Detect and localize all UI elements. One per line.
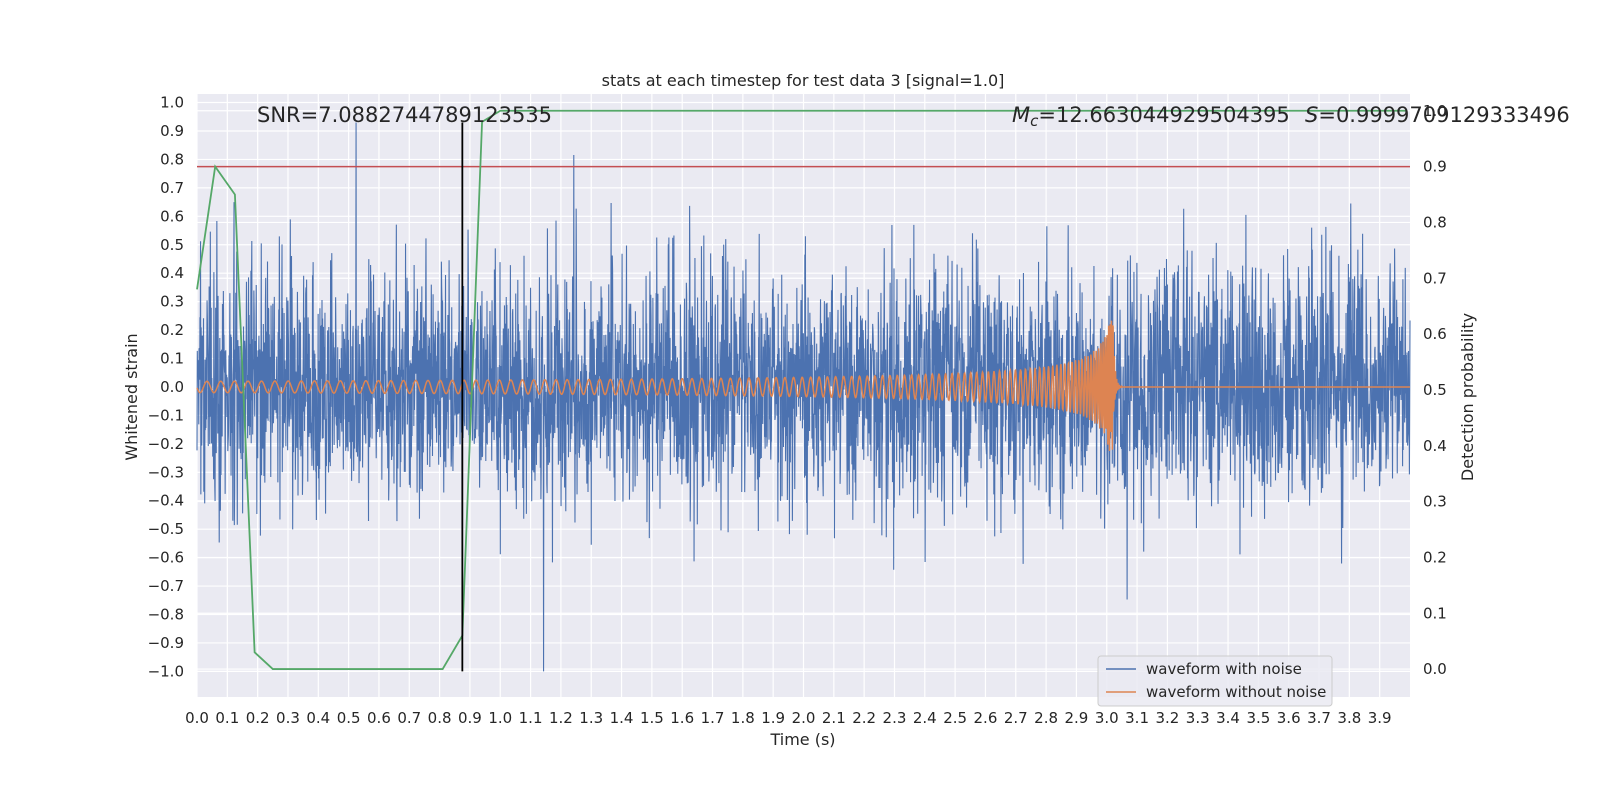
x-tick-label: 1.0	[488, 709, 512, 727]
y-tick-label: 0.1	[160, 350, 184, 368]
x-tick-label: 2.9	[1064, 709, 1088, 727]
y-tick-label: −0.5	[148, 520, 184, 538]
y2-tick-label: 1.0	[1423, 102, 1447, 120]
score-value: =0.9999709129333496	[1318, 103, 1569, 127]
legend-label-waveform-without-noise: waveform without noise	[1146, 683, 1326, 701]
series-waveform-without-noise	[196, 320, 1410, 451]
x-tick-label: 1.3	[579, 709, 603, 727]
legend-box	[1097, 655, 1333, 707]
x-tick-label: 1.9	[761, 709, 785, 727]
x-tick-label: 2.2	[852, 709, 876, 727]
x-tick-label: 3.2	[1155, 709, 1179, 727]
y2-tick-label: 0.6	[1423, 325, 1447, 343]
plot-area	[196, 109, 1411, 672]
y-tick-labels: 1.0 0.9 0.8 0.7 0.6 0.5 0.4 0.3 0.2 0.1 0.0 −0.1 −0.…	[148, 94, 184, 681]
x-tick-label: 3.0	[1095, 709, 1119, 727]
y-tick-label: −0.7	[148, 577, 184, 595]
y-tick-label: 0.8	[160, 150, 184, 168]
x-tick-label: 3.5	[1246, 709, 1270, 727]
y2-tick-labels: 1.0 0.9 0.8 0.7 0.6 0.5 0.4 0.3 0.2 0.1 0.0	[1423, 102, 1447, 678]
x-tick-label: 3.3	[1186, 709, 1210, 727]
x-tick-label: 1.5	[640, 709, 664, 727]
y2-tick-label: 0.8	[1423, 213, 1447, 231]
y-tick-label: 1.0	[160, 94, 184, 112]
x-tick-label: 2.3	[883, 709, 907, 727]
x-tick-label: 0.6	[367, 709, 391, 727]
series-detection-probability	[196, 109, 1407, 670]
x-axis-label: Time (s)	[769, 730, 835, 749]
x-tick-label: 0.2	[246, 709, 270, 727]
score-annotation: S=0.9999709129333496	[1305, 103, 1570, 127]
x-tick-label: 1.8	[731, 709, 755, 727]
y2-tick-label: 0.7	[1423, 269, 1447, 287]
x-tick-label: 0.4	[306, 709, 330, 727]
x-tick-label: 3.1	[1125, 709, 1149, 727]
y-tick-label: 0.2	[160, 321, 184, 339]
x-tick-label: 0.9	[458, 709, 482, 727]
x-tick-label: 0.7	[397, 709, 421, 727]
y-tick-label: −0.1	[148, 406, 184, 424]
x-tick-label: 2.0	[792, 709, 816, 727]
x-tick-label: 0.1	[215, 709, 239, 727]
y-tick-label: 0.6	[160, 207, 184, 225]
snr-annotation: SNR=7.0882744789123535	[257, 103, 552, 127]
x-tick-label: 3.6	[1277, 709, 1301, 727]
x-tick-label: 3.9	[1368, 709, 1392, 727]
x-tick-label: 2.7	[1004, 709, 1028, 727]
x-tick-label: 2.5	[943, 709, 967, 727]
y-tick-label: 0.4	[160, 264, 184, 282]
y2-tick-label: 0.9	[1423, 158, 1447, 176]
y2-tick-label: 0.0	[1423, 660, 1447, 678]
x-tick-label: 1.7	[701, 709, 725, 727]
y-tick-label: 0.3	[160, 293, 184, 311]
x-tick-label: 0.3	[276, 709, 300, 727]
x-tick-label: 2.8	[1034, 709, 1058, 727]
x-tick-label: 2.4	[913, 709, 937, 727]
y2-tick-label: 0.5	[1423, 381, 1447, 399]
y2-tick-label: 0.4	[1423, 437, 1447, 455]
y-tick-label: 0.7	[160, 179, 184, 197]
chirp-mass-value: =12.663044929504395	[1038, 103, 1289, 127]
y2-axis-label: Detection probability	[1458, 313, 1477, 481]
y2-tick-label: 0.2	[1423, 548, 1447, 566]
y-tick-label: −0.3	[148, 463, 184, 481]
legend: waveform with noise waveform without noi…	[1097, 655, 1333, 707]
x-tick-label: 3.4	[1216, 709, 1240, 727]
y-tick-label: 0.9	[160, 122, 184, 140]
score-symbol: S	[1305, 103, 1318, 127]
x-tick-label: 3.8	[1337, 709, 1361, 727]
chirp-mass-subscript: c	[1030, 112, 1039, 130]
x-tick-label: 0.8	[428, 709, 452, 727]
chirp-mass-symbol: M	[1012, 103, 1030, 127]
y2-tick-label: 0.3	[1423, 493, 1447, 511]
x-tick-label: 1.2	[549, 709, 573, 727]
y-tick-label: −0.9	[148, 634, 184, 652]
x-tick-label: 1.4	[610, 709, 634, 727]
y-tick-label: −1.0	[148, 662, 184, 680]
y-tick-label: −0.2	[148, 435, 184, 453]
x-tick-label: 2.1	[822, 709, 846, 727]
y-tick-label: −0.8	[148, 606, 184, 624]
x-tick-label: 0.5	[337, 709, 361, 727]
chirp-mass-annotation: Mc=12.663044929504395	[1012, 103, 1290, 130]
x-tick-label: 3.7	[1307, 709, 1331, 727]
x-tick-label: 1.1	[519, 709, 543, 727]
y-tick-label: 0.0	[160, 378, 184, 396]
y-tick-label: −0.6	[148, 549, 184, 567]
x-tick-label: 1.6	[670, 709, 694, 727]
y-tick-label: −0.4	[148, 492, 184, 510]
y-tick-label: 0.5	[160, 236, 184, 254]
x-tick-label: 2.6	[974, 709, 998, 727]
y2-tick-label: 0.1	[1423, 604, 1447, 622]
y-axis-label: Whitened strain	[122, 333, 141, 460]
chart-title: stats at each timestep for test data 3 […	[602, 71, 1005, 90]
grid-horizontal	[197, 101, 1410, 673]
x-tick-labels: 0.0 0.1 0.2 0.3 0.4 0.5 0.6 0.7 0.8 0.9 1.0 1.1 1.2 1…	[185, 709, 1392, 727]
legend-label-waveform-with-noise: waveform with noise	[1146, 660, 1302, 678]
x-tick-label: 0.0	[185, 709, 209, 727]
